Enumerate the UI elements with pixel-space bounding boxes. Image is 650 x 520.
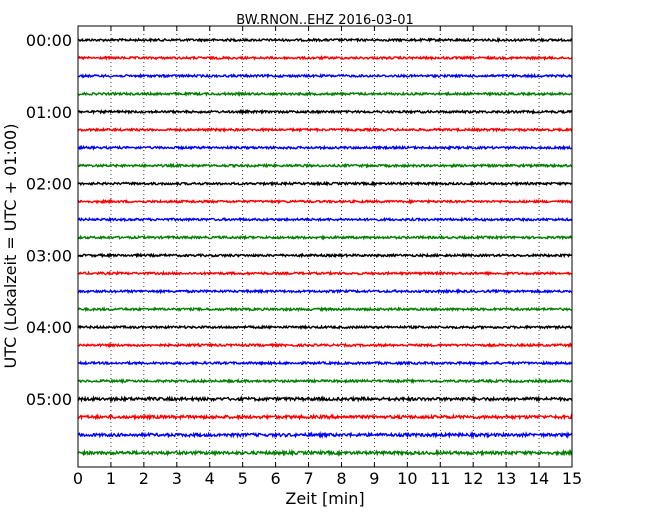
- x-tick-label: 10: [397, 469, 417, 488]
- x-tick-label: 5: [238, 469, 248, 488]
- chart-title: BW.RNON..EHZ 2016-03-01: [236, 13, 414, 28]
- y-tick-label: 03:00: [26, 246, 72, 265]
- seismic-trace: [77, 72, 573, 79]
- x-tick-label: 13: [496, 469, 516, 488]
- seismic-trace: [77, 270, 573, 277]
- seismic-trace: [77, 324, 573, 331]
- x-tick-label: 3: [172, 469, 182, 488]
- seismic-trace: [77, 180, 573, 187]
- seismic-trace: [77, 54, 573, 62]
- y-tick-label: 04:00: [26, 318, 72, 337]
- seismic-trace: [77, 377, 573, 385]
- x-tick-label: 8: [336, 469, 346, 488]
- seismic-trace: [77, 448, 573, 457]
- seismic-trace: [77, 413, 573, 421]
- seismic-trace: [77, 126, 573, 133]
- y-tick-label: 05:00: [26, 390, 72, 409]
- seismic-trace: [77, 234, 573, 241]
- x-tick-label: 14: [529, 469, 549, 488]
- y-tick-label: 01:00: [26, 103, 72, 122]
- x-tick-label: 7: [303, 469, 313, 488]
- y-axis-label: UTC (Lokalzeit = UTC + 01:00): [1, 124, 20, 369]
- y-axis-ticks: 00:00 01:00 02:00 03:00 04:00 05:00: [26, 31, 572, 409]
- x-axis-ticks: 0 1 2 3 4 5 6 7 8 9 10 11 12 13 14 15: [73, 26, 582, 488]
- seismic-trace: [77, 394, 573, 404]
- x-tick-label: 4: [205, 469, 215, 488]
- seismic-trace: [77, 36, 573, 44]
- seismic-trace: [77, 144, 573, 151]
- seismic-trace: [77, 360, 573, 367]
- x-tick-label: 11: [430, 469, 450, 488]
- vertical-grid: [110, 26, 540, 467]
- x-tick-label: 9: [369, 469, 379, 488]
- seismic-trace: [77, 342, 573, 349]
- x-tick-label: 0: [73, 469, 83, 488]
- seismic-trace: [77, 252, 573, 259]
- seismic-trace: [77, 216, 573, 223]
- x-tick-label: 15: [562, 469, 582, 488]
- seismic-trace: [77, 198, 573, 205]
- seismic-trace: [77, 288, 573, 295]
- plot-frame: [77, 25, 573, 468]
- traces: [77, 36, 573, 457]
- x-tick-label: 12: [463, 469, 483, 488]
- seismic-trace: [77, 162, 573, 169]
- y-tick-label: 00:00: [26, 31, 72, 50]
- seismic-trace: [78, 306, 573, 313]
- x-tick-label: 2: [139, 469, 149, 488]
- x-tick-label: 6: [271, 469, 281, 488]
- x-axis-label: Zeit [min]: [285, 489, 364, 508]
- seismic-trace: [77, 90, 573, 98]
- seismic-trace: [77, 430, 573, 440]
- x-tick-label: 1: [106, 469, 116, 488]
- y-tick-label: 02:00: [26, 175, 72, 194]
- seismic-trace: [77, 108, 573, 115]
